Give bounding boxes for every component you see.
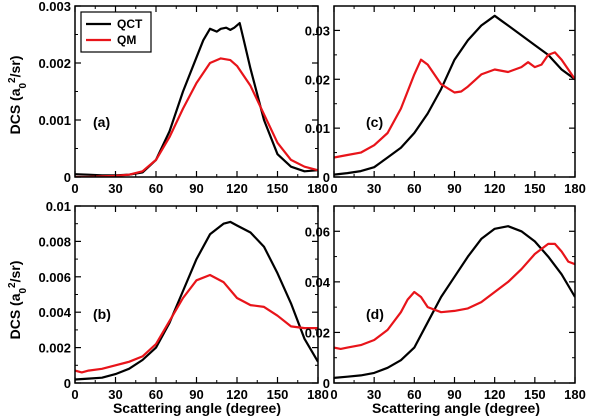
y-axis-label-top-tail: /sr)	[7, 56, 23, 78]
y-tick-label: 0.04	[305, 275, 331, 290]
x-tick-label: 90	[189, 387, 203, 402]
x-tick-label: 30	[367, 181, 381, 196]
plot-frame	[74, 205, 319, 384]
series-qm-line	[75, 273, 318, 374]
series-qct-line	[334, 14, 575, 176]
x-tick-label: 30	[108, 181, 122, 196]
y-axis-label-top-sub: 0	[18, 83, 29, 89]
x-tick-label: 0	[71, 181, 78, 196]
y-tick-label: 0.06	[305, 224, 330, 239]
y-tick-label: 0.02	[305, 72, 330, 87]
y-tick-label: 0.001	[38, 113, 71, 128]
series-qm-line	[334, 242, 575, 350]
y-axis-label-bottom-tail: /sr)	[7, 261, 23, 283]
y-axis-label-top: DCS (a02/sr)	[7, 56, 29, 135]
x-tick-label: 120	[484, 181, 506, 196]
series-qct-line	[75, 220, 318, 381]
y-tick-label: 0.008	[38, 234, 71, 249]
x-tick-label: 60	[407, 181, 421, 196]
panel-tag: (a)	[93, 114, 110, 130]
x-tick-label: 30	[367, 387, 381, 402]
y-tick-label: 0.01	[46, 199, 71, 214]
y-axis-label-bottom-sub: 0	[18, 288, 29, 294]
x-tick-label: 60	[407, 387, 421, 402]
x-tick-label: 120	[226, 387, 248, 402]
y-tick-label: 0.004	[38, 305, 71, 320]
y-axis-label-top-main: DCS (a	[7, 88, 23, 134]
y-tick-label: 0	[323, 170, 330, 185]
x-tick-label: 150	[524, 181, 546, 196]
y-tick-label: 0	[323, 376, 330, 391]
x-tick-label: 150	[524, 387, 546, 402]
panels-group: 0 30 60 90 120 150 18000.0010.0020.003(a)QCTQM…	[38, 0, 585, 402]
x-axis-label-left: Scattering angle (degree)	[113, 400, 281, 416]
legend-label-qm: QM	[117, 33, 136, 47]
y-tick-label: 0.002	[38, 341, 71, 356]
panel-tag: (c)	[366, 114, 383, 130]
y-axis-label-bottom-sup: 2	[7, 282, 18, 288]
x-tick-label: 150	[267, 387, 289, 402]
y-tick-label: 0.002	[38, 56, 71, 71]
legend: QCT QM	[80, 11, 152, 53]
y-tick-label: 0.003	[38, 0, 71, 14]
y-tick-label: 0.03	[305, 23, 330, 38]
series-qct-line	[334, 225, 575, 379]
x-tick-label: 120	[484, 387, 506, 402]
panel-tag: (d)	[366, 306, 384, 322]
series-qm-line	[75, 57, 318, 177]
x-tick-label: 180	[307, 387, 329, 402]
y-axis-label-bottom: DCS (a02/sr)	[7, 261, 29, 340]
x-tick-label: 120	[226, 181, 248, 196]
x-tick-label: 150	[267, 181, 289, 196]
y-tick-label: 0	[64, 170, 71, 185]
x-tick-label: 90	[189, 181, 203, 196]
panel-b: 0 30 60 90 120 150 18000.0020.0040.0060.0080.0…	[38, 199, 328, 402]
y-tick-label: 0.01	[305, 121, 330, 136]
x-tick-label: 30	[108, 387, 122, 402]
x-tick-label: 180	[307, 181, 329, 196]
x-tick-label: 0	[330, 181, 337, 196]
x-tick-label: 180	[564, 387, 586, 402]
legend-label-qct: QCT	[117, 17, 143, 31]
panel-tag: (b)	[93, 306, 111, 322]
x-tick-label: 180	[564, 181, 586, 196]
plot-frame	[333, 205, 576, 384]
y-tick-label: 0	[64, 376, 71, 391]
x-tick-label: 60	[149, 387, 163, 402]
legend-box	[80, 11, 152, 53]
y-tick-label: 0.02	[305, 325, 330, 340]
y-axis-label-top-sup: 2	[7, 77, 18, 83]
series-qm-line	[334, 51, 575, 159]
x-tick-label: 60	[149, 181, 163, 196]
x-tick-label: 90	[447, 387, 461, 402]
x-tick-label: 90	[447, 181, 461, 196]
x-axis-label-right: Scattering angle (degree)	[372, 400, 540, 416]
x-tick-label: 0	[330, 387, 337, 402]
x-tick-label: 0	[71, 387, 78, 402]
y-tick-label: 0.006	[38, 270, 71, 285]
y-axis-label-bottom-main: DCS (a	[7, 293, 23, 339]
